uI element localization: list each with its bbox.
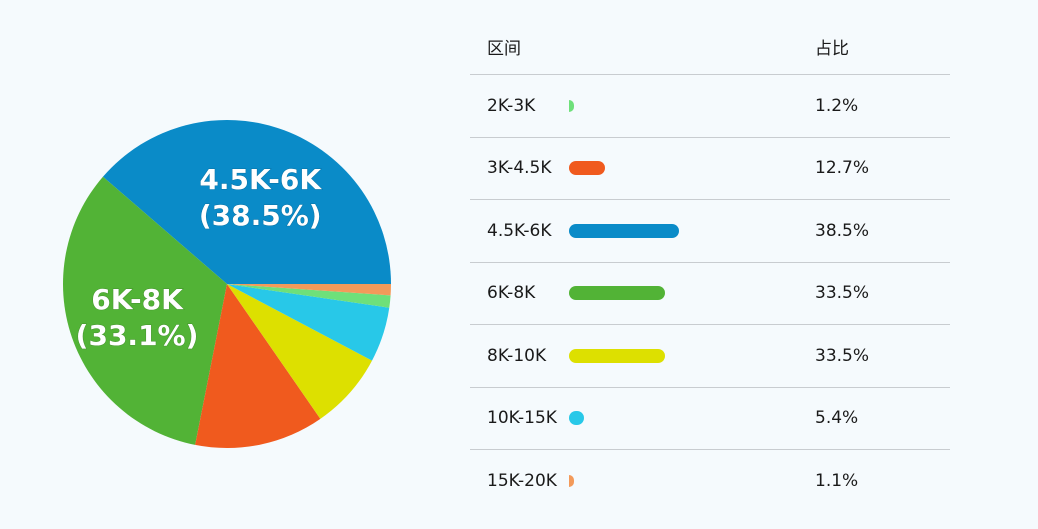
- share-value: 1.1%: [815, 471, 859, 492]
- pie-slice-3K-4.5K: [195, 284, 321, 448]
- range-label: 8K-10K: [487, 345, 547, 366]
- share-cell: 33.5%: [815, 283, 950, 303]
- pie-label-name: 4.5K-6K: [199, 163, 322, 196]
- pie-slice-6K-8K: [63, 176, 227, 445]
- header-share-cell: 占比: [815, 34, 950, 59]
- pie-label-percent: (33.1%): [76, 319, 199, 352]
- share-bar: [569, 161, 606, 176]
- share-value: 12.7%: [815, 158, 870, 179]
- share-bar: [569, 286, 665, 301]
- pie-chart-area: 4.5K-6K (38.5%) 6K-8K (33.1%): [0, 0, 460, 529]
- pie-slice-10K-15K: [227, 284, 390, 361]
- range-cell: 15K-20K: [470, 471, 815, 491]
- table-row: 8K-10K 33.5%: [470, 325, 950, 388]
- table-row: 10K-15K 5.4%: [470, 388, 950, 450]
- range-cell: 6K-8K: [470, 283, 815, 303]
- table-row: 15K-20K 1.1%: [470, 450, 950, 513]
- header-range-cell: 区间: [470, 34, 815, 59]
- share-bar: [569, 475, 574, 488]
- table-row: 3K-4.5K 12.7%: [470, 138, 950, 200]
- pie-slice-4.5K-6K: [102, 120, 392, 285]
- share-bar: [569, 223, 679, 238]
- range-label: 3K-4.5K: [487, 158, 552, 179]
- table-row: 6K-8K 33.5%: [470, 263, 950, 325]
- share-cell: 33.5%: [815, 346, 950, 366]
- range-label: 6K-8K: [487, 283, 536, 304]
- share-bar: [569, 348, 665, 363]
- pie-slice-15K-20K: [227, 284, 391, 296]
- table-row: 2K-3K 1.2%: [470, 75, 950, 138]
- range-cell: 3K-4.5K: [470, 158, 815, 178]
- share-cell: 1.2%: [815, 96, 950, 116]
- range-label: 4.5K-6K: [487, 220, 552, 241]
- table-body: 2K-3K 1.2% 3K-4.5K 12.7% 4.5K-6K 38.5% 6K-8K 33…: [470, 75, 950, 513]
- share-value: 33.5%: [815, 345, 870, 366]
- share-cell: 38.5%: [815, 221, 950, 241]
- share-bar: [569, 99, 574, 112]
- range-label: 2K-3K: [487, 95, 536, 116]
- pie-slice-2K-3K: [227, 284, 391, 308]
- header-share-label: 占比: [815, 38, 849, 59]
- share-value: 1.2%: [815, 95, 859, 116]
- range-label: 10K-15K: [487, 408, 557, 429]
- pie-label-percent: (38.5%): [199, 199, 322, 232]
- range-label: 15K-20K: [487, 471, 557, 492]
- share-cell: 1.1%: [815, 471, 950, 491]
- pie-slice-8K-10K: [227, 284, 373, 419]
- range-cell: 8K-10K: [470, 346, 815, 366]
- share-bar: [569, 411, 585, 426]
- range-cell: 2K-3K: [470, 96, 815, 116]
- pie-chart: 4.5K-6K(38.5%) 6K-8K(33.1%): [63, 120, 392, 448]
- header-range-label: 区间: [487, 38, 521, 59]
- range-cell: 10K-15K: [470, 408, 815, 428]
- distribution-table: 区间 占比 2K-3K 1.2% 3K-4.5K 12.7% 4.5K-6K 38.5% 6…: [470, 18, 950, 513]
- share-value: 5.4%: [815, 408, 859, 429]
- table-header: 区间 占比: [470, 18, 950, 75]
- share-cell: 5.4%: [815, 408, 950, 428]
- share-cell: 12.7%: [815, 158, 950, 178]
- share-value: 33.5%: [815, 283, 870, 304]
- share-value: 38.5%: [815, 220, 870, 241]
- range-cell: 4.5K-6K: [470, 221, 815, 241]
- table-row: 4.5K-6K 38.5%: [470, 200, 950, 263]
- pie-label-name: 6K-8K: [91, 283, 184, 316]
